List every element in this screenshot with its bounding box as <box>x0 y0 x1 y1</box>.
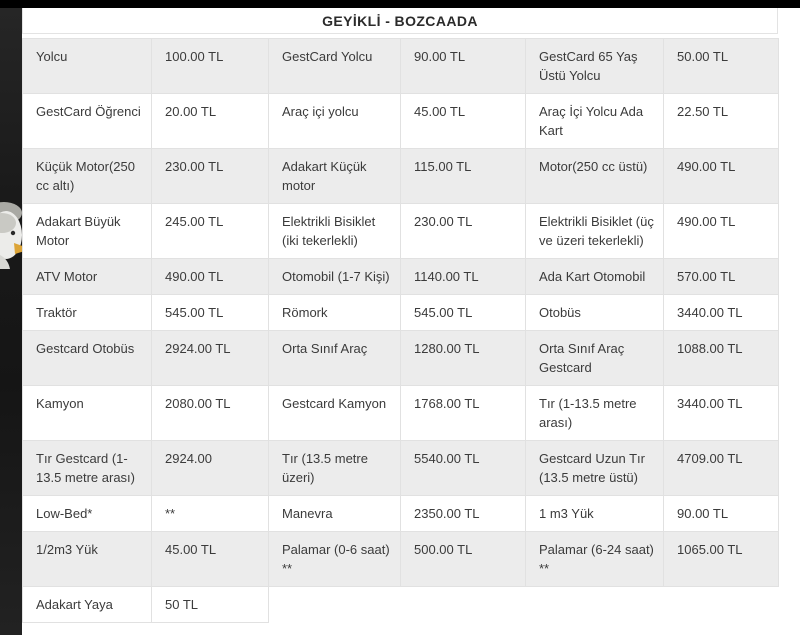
fare-price-cell: 490.00 TL <box>663 148 779 204</box>
fare-price-cell: 545.00 TL <box>400 294 526 331</box>
fare-price-cell: 45.00 TL <box>151 531 269 587</box>
fare-label-cell: Araç içi yolcu <box>268 93 401 149</box>
fare-label-cell: Palamar (0-6 saat) ** <box>268 531 401 587</box>
fare-price-cell: 2350.00 TL <box>400 495 526 532</box>
fare-price-cell: 100.00 TL <box>151 38 269 94</box>
fare-label-cell: Ada Kart Otomobil <box>525 258 664 295</box>
fare-price-cell: 90.00 TL <box>400 38 526 94</box>
fare-label-cell: Low-Bed* <box>22 495 152 532</box>
fare-label-cell: GestCard Yolcu <box>268 38 401 94</box>
fare-price-cell: 90.00 TL <box>663 495 779 532</box>
fare-row: Kamyon 2080.00 TL Gestcard Kamyon 1768.00 T… <box>22 385 779 441</box>
fare-row: Gestcard Otobüs 2924.00 TL Orta Sınıf Araç… <box>22 330 779 386</box>
fare-label-cell: Otomobil (1-7 Kişi) <box>268 258 401 295</box>
fare-price-cell <box>401 587 526 623</box>
fare-label-cell: Gestcard Uzun Tır (13.5 metre üstü) <box>525 440 664 496</box>
fare-table: Yolcu 100.00 TL GestCard Yolcu 90.00 TL Gest… <box>22 38 779 623</box>
fare-price-cell: 22.50 TL <box>663 93 779 149</box>
fare-row: Tır Gestcard (1-13.5 metre arası) 2924.00… <box>22 440 779 496</box>
fare-table-container: Yolcu 100.00 TL GestCard Yolcu 90.00 TL Gest… <box>22 38 779 623</box>
fare-price-cell: 45.00 TL <box>400 93 526 149</box>
fare-row: 1/2m3 Yük 45.00 TL Palamar (0-6 saat) ** 50… <box>22 531 779 587</box>
fare-label-cell: GestCard 65 Yaş Üstü Yolcu <box>525 38 664 94</box>
fare-price-cell: 1280.00 TL <box>400 330 526 386</box>
fare-price-cell: 1065.00 TL <box>663 531 779 587</box>
fare-price-cell: ** <box>151 495 269 532</box>
fare-price-cell: 230.00 TL <box>400 203 526 259</box>
fare-label-cell: Gestcard Otobüs <box>22 330 152 386</box>
fare-price-cell: 245.00 TL <box>151 203 269 259</box>
fare-label-cell: GestCard Öğrenci <box>22 93 152 149</box>
fare-price-cell: 2924.00 TL <box>151 330 269 386</box>
fare-price-cell: 490.00 TL <box>151 258 269 295</box>
fare-price-cell: 4709.00 TL <box>663 440 779 496</box>
fare-row: Low-Bed* ** Manevra 2350.00 TL 1 m3 Yük 90.00… <box>22 495 779 532</box>
fare-label-cell: Adakart Büyük Motor <box>22 203 152 259</box>
fare-price-cell: 3440.00 TL <box>663 385 779 441</box>
route-title-box: GEYİKLİ - BOZCAADA <box>22 8 778 34</box>
fare-label-cell: Traktör <box>22 294 152 331</box>
fare-label-cell: Orta Sınıf Araç Gestcard <box>525 330 664 386</box>
fare-row: GestCard Öğrenci 20.00 TL Araç içi yolcu 45… <box>22 93 779 149</box>
fare-label-cell: Yolcu <box>22 38 152 94</box>
fare-row: Adakart Yaya 50 TL <box>22 586 779 623</box>
fare-price-cell: 500.00 TL <box>400 531 526 587</box>
fare-price-cell <box>664 587 779 623</box>
fare-label-cell: Gestcard Kamyon <box>268 385 401 441</box>
fare-price-cell: 3440.00 TL <box>663 294 779 331</box>
fare-label-cell: Küçük Motor(250 cc altı) <box>22 148 152 204</box>
left-photo-strip <box>0 8 22 635</box>
fare-price-cell: 50.00 TL <box>663 38 779 94</box>
fare-label-cell: Orta Sınıf Araç <box>268 330 401 386</box>
fare-label-cell: Tır Gestcard (1-13.5 metre arası) <box>22 440 152 496</box>
fare-label-cell: Manevra <box>268 495 401 532</box>
fare-price-cell: 545.00 TL <box>151 294 269 331</box>
fare-price-cell: 5540.00 TL <box>400 440 526 496</box>
fare-label-cell: 1/2m3 Yük <box>22 531 152 587</box>
fare-label-cell: 1 m3 Yük <box>525 495 664 532</box>
fare-label-cell: Araç İçi Yolcu Ada Kart <box>525 93 664 149</box>
fare-row: Adakart Büyük Motor 245.00 TL Elektrikli B… <box>22 203 779 259</box>
fare-price-cell: 115.00 TL <box>400 148 526 204</box>
fare-label-cell: Kamyon <box>22 385 152 441</box>
fare-label-cell: Elektrikli Bisiklet (üç ve üzeri tekerle… <box>525 203 664 259</box>
fare-row: Traktör 545.00 TL Römork 545.00 TL Otobüs 344… <box>22 294 779 331</box>
fare-label-cell: Otobüs <box>525 294 664 331</box>
fare-label-cell: Motor(250 cc üstü) <box>525 148 664 204</box>
fare-price-cell: 2924.00 <box>151 440 269 496</box>
fare-label-cell <box>526 587 664 623</box>
fare-row: ATV Motor 490.00 TL Otomobil (1-7 Kişi) 114… <box>22 258 779 295</box>
fare-label-cell: Elektrikli Bisiklet (iki tekerlekli) <box>268 203 401 259</box>
fare-label-cell: Tır (1-13.5 metre arası) <box>525 385 664 441</box>
fare-label-cell: Adakart Küçük motor <box>268 148 401 204</box>
fare-price-cell: 1088.00 TL <box>663 330 779 386</box>
fare-price-cell: 570.00 TL <box>663 258 779 295</box>
top-black-bar <box>0 0 800 8</box>
fare-label-cell: Adakart Yaya <box>22 586 152 623</box>
fare-row: Yolcu 100.00 TL GestCard Yolcu 90.00 TL Gest… <box>22 38 779 94</box>
fare-table-body: Yolcu 100.00 TL GestCard Yolcu 90.00 TL Gest… <box>22 38 779 623</box>
route-title: GEYİKLİ - BOZCAADA <box>322 12 478 29</box>
fare-label-cell: Palamar (6-24 saat) ** <box>525 531 664 587</box>
fare-label-cell: Tır (13.5 metre üzeri) <box>268 440 401 496</box>
fare-price-cell: 2080.00 TL <box>151 385 269 441</box>
fare-price-cell: 1140.00 TL <box>400 258 526 295</box>
fare-row: Küçük Motor(250 cc altı) 230.00 TL Adakart… <box>22 148 779 204</box>
fare-price-cell: 490.00 TL <box>663 203 779 259</box>
fare-price-cell: 1768.00 TL <box>400 385 526 441</box>
fare-price-cell: 20.00 TL <box>151 93 269 149</box>
fare-price-cell: 50 TL <box>151 586 269 623</box>
fare-label-cell: ATV Motor <box>22 258 152 295</box>
fare-label-cell <box>269 587 401 623</box>
fare-label-cell: Römork <box>268 294 401 331</box>
fare-price-cell: 230.00 TL <box>151 148 269 204</box>
